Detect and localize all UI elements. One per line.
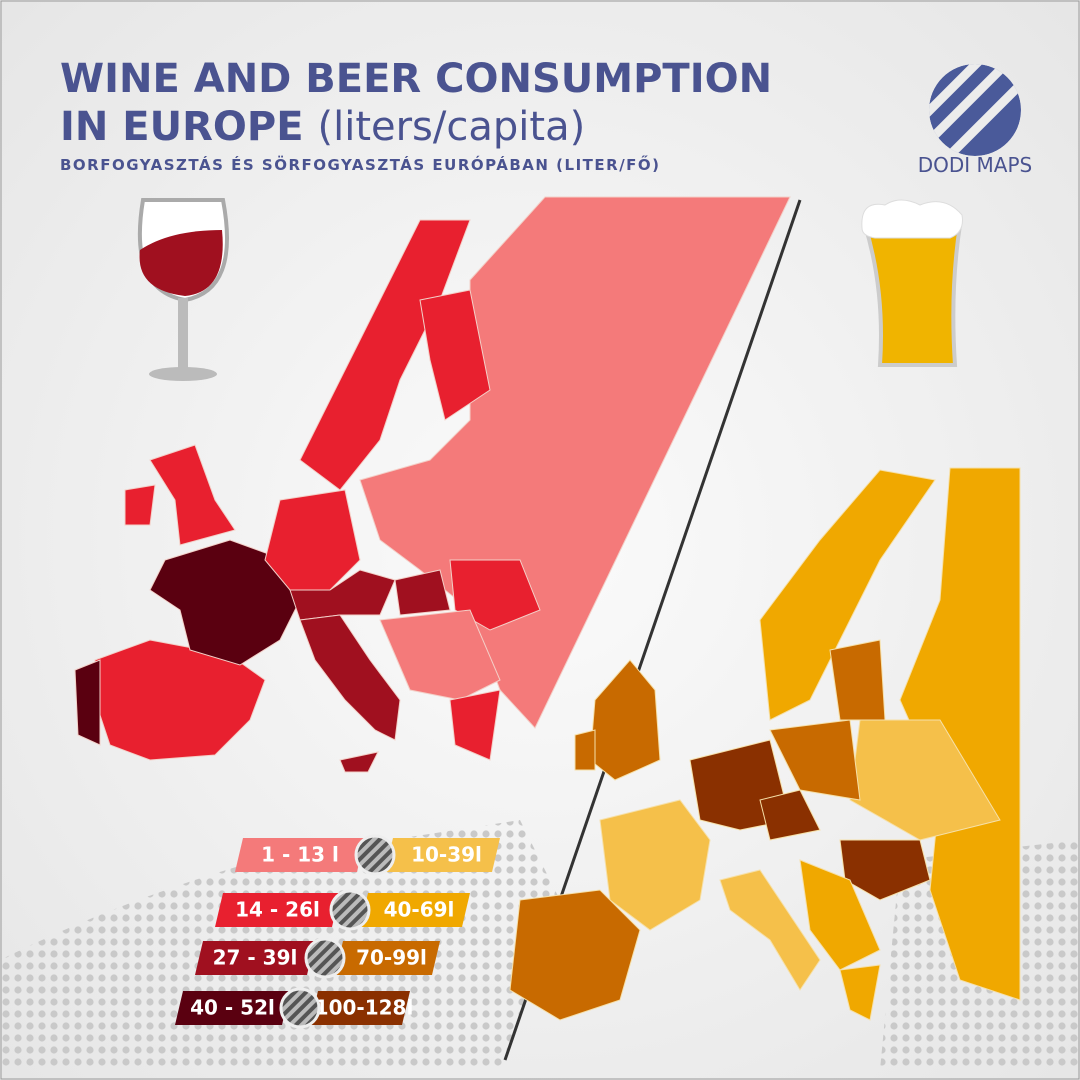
region (759, 469, 936, 721)
beer-map (509, 467, 1021, 1021)
wine-label: 40 - 52l (190, 996, 275, 1020)
brand: DODI MAPS (918, 153, 1033, 177)
wine-swatch (195, 941, 315, 975)
region (839, 839, 931, 901)
region (419, 289, 491, 421)
subtitle: BORFOGYASZTÁS ÉS SÖRFOGYASZTÁS EURÓPÁBAN… (60, 154, 661, 174)
title-region: IN EUROPE (60, 104, 304, 150)
region (299, 614, 401, 741)
legend-divider-icon (304, 937, 346, 979)
beer-label: 10-39l (411, 843, 482, 867)
region (839, 964, 881, 1021)
beer-label: 100-128l (315, 996, 414, 1020)
region (394, 569, 451, 616)
region (124, 484, 156, 526)
wine-glass-icon (138, 198, 229, 381)
title-unit: (liters/capita) (317, 104, 585, 150)
region (339, 751, 379, 773)
region (509, 889, 641, 1021)
region (759, 789, 821, 841)
wine-swatch (215, 893, 340, 927)
wine-swatch (235, 838, 365, 872)
region (379, 609, 501, 701)
beer-swatch (310, 991, 410, 1025)
beer-label: 40-69l (384, 898, 455, 922)
region (829, 639, 886, 721)
title-line1: WINE AND BEER CONSUMPTION (60, 56, 772, 102)
region (799, 859, 881, 971)
logo (929, 64, 1021, 156)
beer-swatch (335, 941, 440, 975)
region (719, 869, 821, 991)
region (449, 559, 541, 631)
region (899, 467, 1021, 1001)
region (574, 729, 596, 771)
legend-divider-icon (279, 987, 321, 1029)
legend-divider-icon (354, 834, 396, 876)
region (74, 659, 101, 746)
wine-label: 14 - 26l (235, 898, 320, 922)
wine-label: 1 - 13 l (261, 843, 339, 867)
wine-swatch (175, 991, 290, 1025)
region (149, 539, 301, 666)
beer-swatch (360, 893, 470, 927)
beer-label: 70-99l (356, 946, 427, 970)
region (449, 689, 501, 761)
wine-label: 27 - 39l (213, 946, 298, 970)
legend-divider-icon (329, 889, 371, 931)
region (299, 219, 471, 491)
title-line2: IN EUROPE (liters/capita) (60, 104, 585, 150)
region (149, 444, 236, 546)
legend: 1 - 13 l 10-39l 14 - 26l 40-69l 27 - 39l 70-9… (175, 834, 500, 1029)
wine-map (74, 196, 791, 773)
beer-glass-icon (861, 199, 963, 367)
beer-swatch (385, 838, 500, 872)
region (769, 719, 861, 801)
